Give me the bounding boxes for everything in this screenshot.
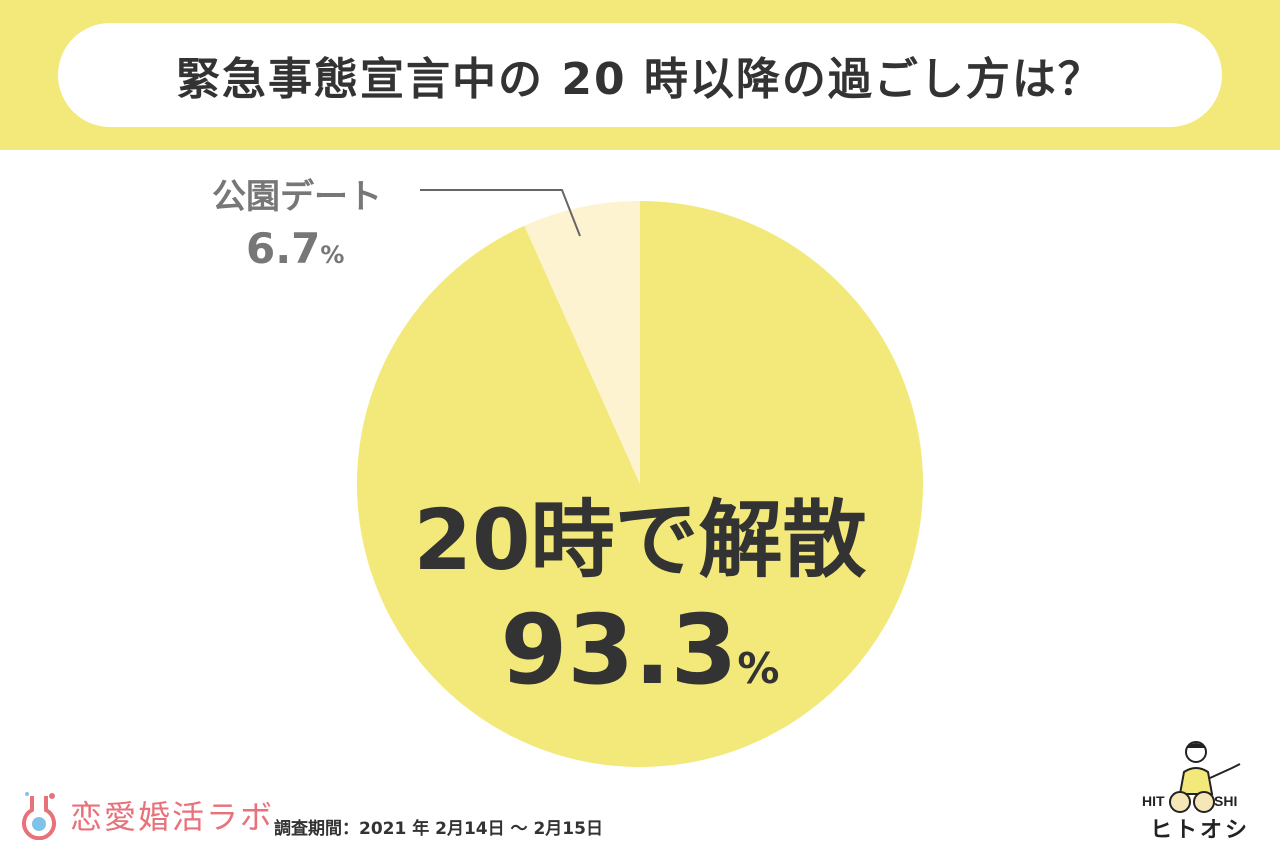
major-slice-name: 20時で解散 — [413, 491, 867, 589]
minor-slice-label: 公園デート 6.7% — [212, 178, 382, 273]
header-band: 緊急事態宣言中の 20 時以降の過ごし方は？ — [0, 0, 1280, 150]
lab-logo-text: 恋愛婚活ラボ — [70, 798, 275, 836]
brand-name: ヒトオシ — [1150, 818, 1251, 843]
leader-line — [420, 189, 581, 237]
pie-slice-minor — [524, 201, 640, 484]
major-slice-number: 93.3 — [500, 594, 738, 706]
minor-slice-name: 公園デート — [212, 177, 382, 217]
survey-period: 調査期間：2021 年 2月14日 ～ 2月15日 — [274, 819, 603, 839]
major-slice-value: 93.3% — [390, 594, 890, 706]
lab-logo: 恋愛婚活ラボ — [18, 790, 274, 840]
minor-slice-value: 6.7% — [212, 224, 382, 273]
brand-character-icon: HIT SHI — [1142, 741, 1241, 813]
major-slice-label: 20時で解散 93.3% — [390, 490, 890, 706]
brand-letters-left: HIT — [1142, 793, 1165, 809]
major-slice-unit: % — [737, 644, 780, 693]
brand-letters-right: SHI — [1214, 793, 1237, 809]
flask-icon — [22, 792, 56, 840]
title-pill: 緊急事態宣言中の 20 時以降の過ごし方は？ — [58, 23, 1222, 127]
minor-slice-number: 6.7 — [246, 224, 321, 273]
chart-title: 緊急事態宣言中の 20 時以降の過ごし方は？ — [176, 54, 1104, 105]
minor-slice-unit: % — [320, 241, 345, 269]
